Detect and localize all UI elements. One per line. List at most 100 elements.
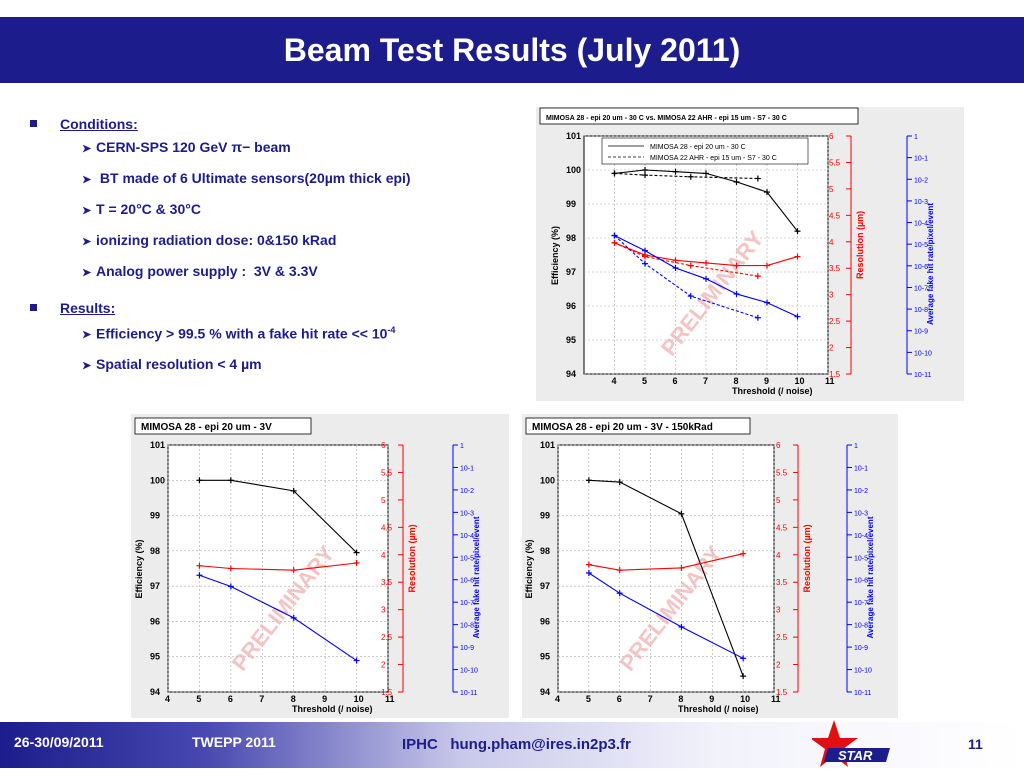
condition-text: ionizing radiation dose: 0&150 kRad bbox=[96, 232, 337, 248]
resolution-tick-label: 5 bbox=[381, 496, 386, 505]
result-exponent: -4 bbox=[387, 325, 396, 335]
resolution-tick-label: 4 bbox=[829, 238, 834, 247]
results-label: Results: bbox=[60, 300, 116, 316]
condition-item: ➤ BT made of 6 Ultimate sensors(20µm thi… bbox=[30, 167, 530, 198]
y-axis-label: Efficiency (%) bbox=[134, 539, 144, 598]
result-text: Spatial resolution < 4 µm bbox=[96, 356, 262, 372]
title-bar bbox=[0, 17, 1024, 83]
arrow-bullet-icon: ➤ bbox=[82, 236, 92, 248]
fake-rate-tick-label: 10-7 bbox=[460, 600, 474, 607]
fake-rate-tick-label: 10-2 bbox=[460, 488, 474, 495]
fake-rate-tick-label: 10-9 bbox=[854, 645, 868, 652]
efficiency-series-line bbox=[614, 172, 758, 180]
resolution-series-line bbox=[588, 553, 744, 571]
x-tick-label: 10 bbox=[795, 376, 805, 386]
y-tick-label: 100 bbox=[150, 475, 165, 485]
fake-rate-tick-label: 10-3 bbox=[854, 510, 868, 517]
chart-title: MIMOSA 28 - epi 20 um - 30 C vs. MIMOSA … bbox=[546, 115, 787, 122]
chart-legend: MIMOSA 28 - epi 20 um - 30 C MIMOSA 22 AH… bbox=[601, 137, 809, 165]
x-tick-label: 8 bbox=[734, 376, 739, 386]
plot-top: MIMOSA 28 - epi 20 um - 30 C vs. MIMOSA … bbox=[536, 107, 964, 401]
y-tick-label: 96 bbox=[540, 616, 550, 626]
resolution-tick-label: 5.5 bbox=[381, 468, 393, 477]
fake_rate-series-line bbox=[199, 574, 357, 662]
x-axis-label: Threshold (/ noise) bbox=[678, 704, 759, 714]
condition-item: ➤ CERN-SPS 120 GeV π− beam bbox=[30, 136, 530, 167]
x-tick-label: 4 bbox=[612, 376, 617, 386]
condition-item: ➤ ionizing radiation dose: 0&150 kRad bbox=[30, 229, 530, 260]
chart-svg: MIMOSA 28 - epi 20 um - 30 C vs. MIMOSA … bbox=[536, 107, 964, 401]
fake-rate-tick-label: 1 bbox=[914, 134, 918, 141]
condition-text: Analog power supply : 3V & 3.3V bbox=[96, 263, 318, 279]
resolution-tick-label: 3.5 bbox=[381, 578, 393, 587]
resolution-tick-label: 1.5 bbox=[829, 370, 841, 379]
resolution-tick-label: 2.5 bbox=[381, 633, 393, 642]
chart-title-box bbox=[525, 417, 751, 435]
resolution-axis-label: Resolution (µm) bbox=[802, 524, 812, 592]
y-tick-label: 96 bbox=[150, 616, 160, 626]
x-tick-label: 11 bbox=[771, 694, 781, 704]
star-logo-icon: STAR bbox=[812, 720, 890, 767]
resolution-tick-label: 3 bbox=[829, 291, 834, 300]
x-tick-label: 8 bbox=[678, 694, 683, 704]
square-bullet-icon bbox=[30, 120, 37, 127]
resolution-tick-label: 2 bbox=[381, 661, 386, 670]
fake_rate-series-line bbox=[614, 235, 759, 319]
fake-rate-tick-label: 10-1 bbox=[460, 465, 474, 472]
x-tick-label: 9 bbox=[709, 694, 714, 704]
resolution-tick-label: 2 bbox=[776, 661, 781, 670]
fake-rate-tick-label: 10-9 bbox=[914, 329, 928, 336]
fake-rate-tick-label: 10-2 bbox=[914, 177, 928, 184]
y-tick-label: 98 bbox=[540, 546, 550, 556]
plot-bottom-right: MIMOSA 28 - epi 20 um - 3V - 150kRad 4 5 6 7… bbox=[522, 414, 898, 718]
x-tick-label: 11 bbox=[385, 694, 395, 704]
x-axis-label: Threshold (/ noise) bbox=[292, 704, 373, 714]
fake-rate-tick-label: 10-6 bbox=[914, 264, 928, 271]
arrow-bullet-icon: ➤ bbox=[82, 360, 92, 372]
y-tick-label: 101 bbox=[540, 440, 555, 450]
x-tick-label: 7 bbox=[703, 376, 708, 386]
x-tick-label: 4 bbox=[165, 694, 170, 704]
bullet-results: Results: bbox=[30, 298, 530, 322]
y-axis-label: Efficiency (%) bbox=[550, 226, 560, 285]
resolution-tick-label: 4.5 bbox=[776, 523, 788, 532]
fake-rate-tick-label: 10-3 bbox=[914, 199, 928, 206]
resolution-tick-label: 6 bbox=[829, 132, 834, 141]
chart-title: MIMOSA 28 - epi 20 um - 3V - 150kRad bbox=[532, 422, 713, 433]
x-tick-label: 7 bbox=[648, 694, 653, 704]
fake-rate-tick-label: 10-5 bbox=[854, 555, 868, 562]
condition-text: BT made of 6 Ultimate sensors(20µm thick… bbox=[96, 170, 411, 186]
resolution-tick-label: 6 bbox=[381, 441, 386, 450]
resolution-tick-label: 3 bbox=[381, 606, 386, 615]
y-tick-label: 99 bbox=[566, 199, 576, 209]
resolution-tick-label: 5 bbox=[829, 185, 834, 194]
fake-rate-tick-label: 10-4 bbox=[854, 533, 868, 540]
fake-rate-tick-label: 10-10 bbox=[854, 668, 872, 675]
resolution-tick-label: 6 bbox=[776, 441, 781, 450]
chart-svg: MIMOSA 28 - epi 20 um - 3V4 5 6 7 8 9 10 119495… bbox=[131, 414, 509, 718]
fake-rate-tick-label: 10-3 bbox=[460, 510, 474, 517]
y-tick-label: 96 bbox=[566, 301, 576, 311]
fake-rate-axis-label: Average fake hit rate/pixel/event bbox=[926, 203, 935, 325]
resolution-tick-label: 4.5 bbox=[829, 211, 841, 220]
y-tick-label: 97 bbox=[540, 581, 550, 591]
arrow-bullet-icon: ➤ bbox=[82, 143, 92, 155]
x-tick-label: 6 bbox=[673, 376, 678, 386]
x-axis-label: Threshold (/ noise) bbox=[732, 386, 813, 396]
arrow-bullet-icon: ➤ bbox=[82, 267, 92, 279]
y-axis-label: Efficiency (%) bbox=[524, 539, 534, 598]
plot-bottom-left: MIMOSA 28 - epi 20 um - 3V 4 5 6 7 8 9 10 11 94 95… bbox=[131, 414, 509, 718]
y-tick-label: 97 bbox=[150, 581, 160, 591]
x-tick-label: 8 bbox=[291, 694, 296, 704]
x-tick-label: 11 bbox=[825, 376, 835, 386]
arrow-bullet-icon: ➤ bbox=[82, 205, 92, 217]
x-tick-label: 9 bbox=[764, 376, 769, 386]
chart-svg: MIMOSA 28 - epi 20 um - 3V - 150kRad 4 5 6 7… bbox=[522, 414, 898, 718]
fake-rate-tick-label: 10-7 bbox=[914, 285, 928, 292]
y-tick-label: 99 bbox=[540, 511, 550, 521]
condition-text: T = 20°C & 30°C bbox=[96, 201, 201, 217]
fake-rate-tick-label: 10-11 bbox=[854, 690, 871, 697]
resolution-series-line bbox=[199, 562, 357, 571]
fake-rate-tick-label: 10-11 bbox=[460, 690, 477, 697]
y-tick-label: 99 bbox=[150, 511, 160, 521]
